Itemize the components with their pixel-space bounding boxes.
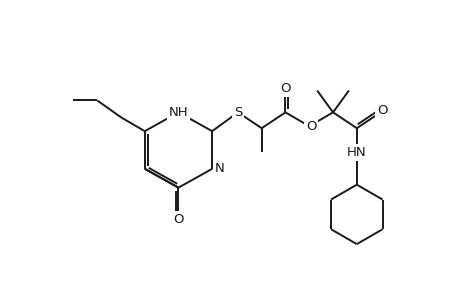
Text: O: O <box>173 213 183 226</box>
Text: O: O <box>280 82 290 95</box>
Text: NH: NH <box>168 106 188 119</box>
Text: S: S <box>233 106 241 119</box>
Text: O: O <box>376 104 387 117</box>
Text: O: O <box>305 120 316 133</box>
Text: N: N <box>215 162 224 175</box>
Text: HN: HN <box>346 146 366 160</box>
